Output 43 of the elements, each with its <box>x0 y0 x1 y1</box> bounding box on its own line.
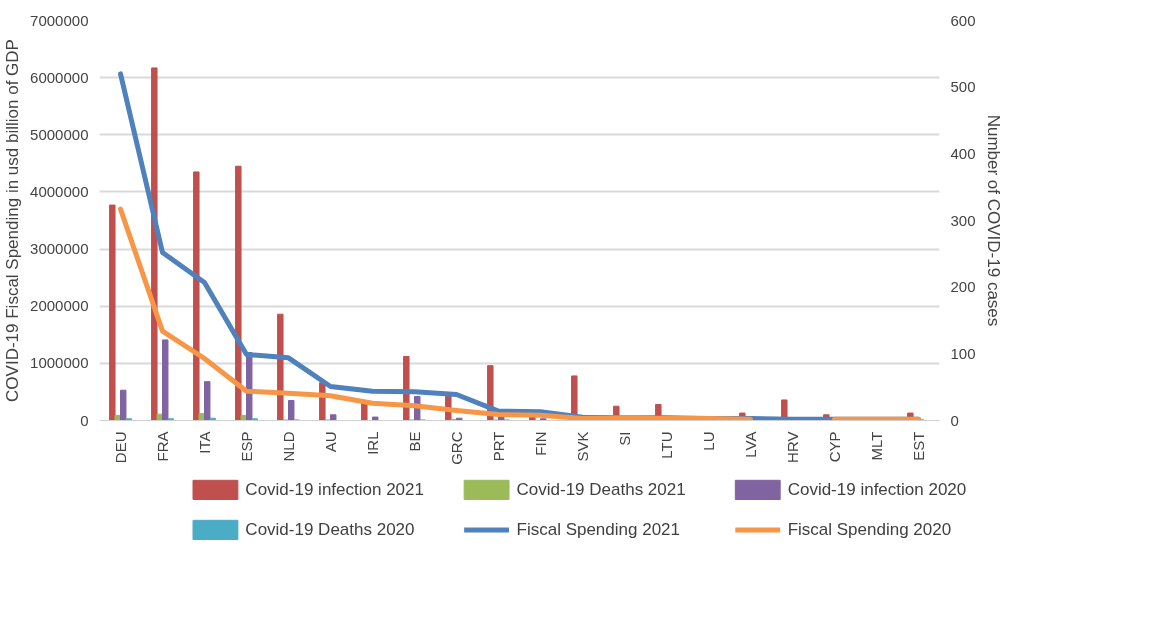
y-tick-label: 4000000 <box>30 182 89 200</box>
x-tick-label: NLD <box>280 431 297 462</box>
legend-label: Covid-19 infection 2021 <box>245 480 424 500</box>
legend-label: Covid-19 Deaths 2020 <box>245 520 415 540</box>
x-tick-label: HRV <box>784 431 801 463</box>
x-tick-label: LVA <box>742 431 759 458</box>
y-tick-label: 3000000 <box>30 240 89 258</box>
x-tick-label: ITA <box>196 431 213 454</box>
legend-label: Fiscal Spending 2021 <box>516 520 681 540</box>
legend-label: Covid-19 infection 2020 <box>787 480 967 500</box>
x-tick-label: CYP <box>826 431 843 463</box>
x-tick-label: EST <box>910 431 927 461</box>
y-axis-title: COVID-19 Fiscal Spending in usd billion of GDP <box>3 39 23 402</box>
y2-tick-label: 500 <box>950 78 976 96</box>
x-tick-label: BE <box>406 431 423 452</box>
x-tick-label: GRC <box>448 431 465 465</box>
x-tick-label: SI <box>616 431 633 446</box>
legend-label: Fiscal Spending 2020 <box>787 520 952 540</box>
y2-axis-title: Number of COVID-19 cases <box>983 114 1003 327</box>
x-tick-label: LU <box>700 431 717 451</box>
x-tick-label: ESP <box>238 431 255 462</box>
x-tick-label: FIN <box>532 431 549 456</box>
y-tick-label: 2000000 <box>30 297 89 315</box>
y-tick-label: 7000000 <box>30 11 89 29</box>
x-tick-label: AU <box>322 431 339 453</box>
y-tick-label: 1000000 <box>30 354 89 372</box>
x-tick-label: PRT <box>490 431 507 462</box>
y-tick-label: 0 <box>80 411 89 429</box>
x-tick-label: SVK <box>574 431 591 462</box>
x-tick-label: IRL <box>364 431 381 455</box>
x-tick-label: FRA <box>154 431 171 462</box>
y2-tick-label: 300 <box>950 211 976 229</box>
y-tick-label: 5000000 <box>30 125 89 143</box>
y2-tick-label: 0 <box>950 411 959 429</box>
x-tick-label: MLT <box>868 431 885 461</box>
y2-tick-label: 200 <box>950 278 976 296</box>
x-tick-label: DEU <box>112 431 129 464</box>
x-tick-label: LTU <box>658 431 675 459</box>
legend-label: Covid-19 Deaths 2021 <box>516 480 686 500</box>
y2-tick-label: 100 <box>950 344 976 362</box>
y-tick-label: 6000000 <box>30 68 89 86</box>
y2-tick-label: 600 <box>950 11 976 29</box>
y2-tick-label: 400 <box>950 144 976 162</box>
